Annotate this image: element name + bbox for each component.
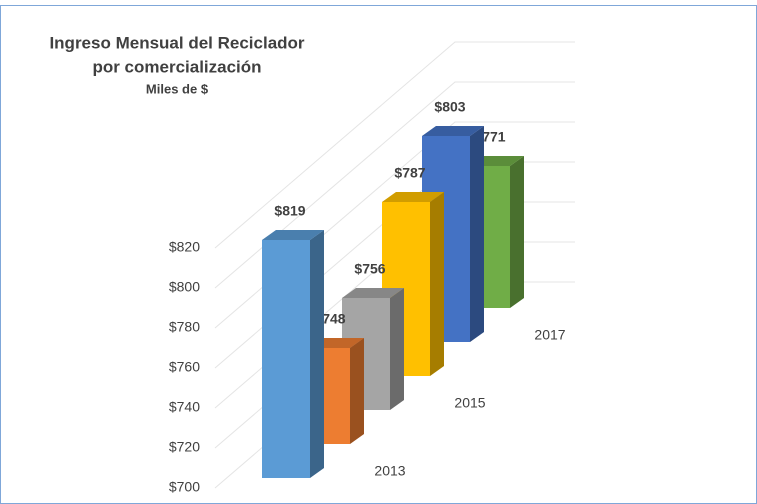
bar-top-shade — [262, 230, 324, 240]
chart-subtitle: por comercialización — [92, 57, 261, 76]
bar-side — [350, 338, 364, 444]
grid-line — [214, 81, 575, 289]
bar-side — [470, 126, 484, 342]
bar — [262, 240, 310, 478]
bar-top — [422, 126, 484, 136]
data-label: $803 — [434, 99, 465, 115]
bar-side-shade — [390, 288, 404, 410]
y-tick-label: $760 — [169, 359, 200, 375]
chart-title: Ingreso Mensual del Reciclador — [49, 33, 304, 52]
bar-top-shade — [382, 192, 444, 202]
bar-top — [342, 288, 404, 298]
bar-top-shade — [422, 126, 484, 136]
frame — [0, 5, 757, 504]
bar-side-shade — [510, 156, 524, 308]
bar-side — [390, 288, 404, 410]
data-label: $819 — [274, 203, 305, 219]
bar-side-shade — [470, 126, 484, 342]
x-tick-label: 2015 — [454, 395, 485, 411]
y-tick-label: $700 — [169, 479, 200, 495]
x-tick-label: 2013 — [374, 463, 405, 479]
y-tick-label: $820 — [169, 239, 200, 255]
y-tick-label: $740 — [169, 399, 200, 415]
bar-side-shade — [430, 192, 444, 376]
y-tick-label: $720 — [169, 439, 200, 455]
data-label: $787 — [394, 165, 425, 181]
y-tick-label: $800 — [169, 279, 200, 295]
y-tick-label: $780 — [169, 319, 200, 335]
bar-side — [310, 230, 324, 478]
bar-top — [382, 192, 444, 202]
bar-side-shade — [310, 230, 324, 478]
x-tick-label: 2017 — [534, 327, 565, 343]
bar-top — [262, 230, 324, 240]
bar-top-shade — [342, 288, 404, 298]
grid-line — [214, 41, 575, 249]
units-label: Miles de $ — [146, 81, 209, 96]
bar-side-shade — [350, 338, 364, 444]
bar-side — [510, 156, 524, 308]
data-label: $756 — [354, 261, 385, 277]
bar-side — [430, 192, 444, 376]
